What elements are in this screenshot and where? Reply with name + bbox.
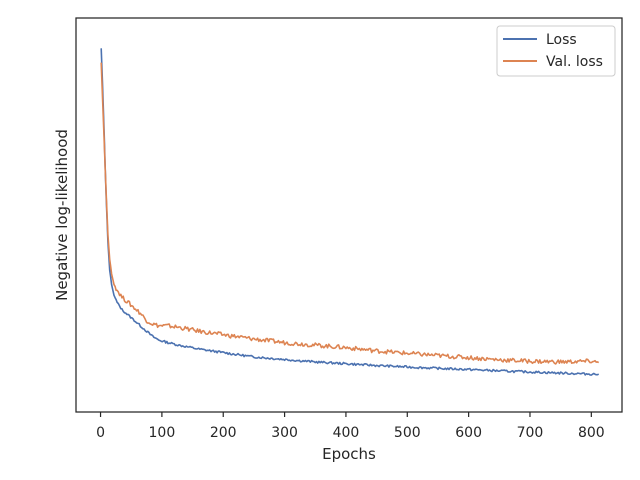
y-axis-title: Negative log-likelihood xyxy=(53,129,71,301)
series-line-loss xyxy=(100,48,600,376)
series-line-val-loss xyxy=(100,62,600,365)
x-tick-label: 100 xyxy=(149,425,176,441)
x-tick-label: 500 xyxy=(394,425,421,441)
x-tick-label: 600 xyxy=(455,425,482,441)
x-tick-label: 700 xyxy=(517,425,544,441)
x-tick-label: 300 xyxy=(271,425,298,441)
x-axis-title: Epochs xyxy=(322,445,376,463)
plot-area xyxy=(75,17,623,413)
legend: Loss Val. loss xyxy=(496,25,616,77)
legend-label-val-loss: Val. loss xyxy=(546,54,603,70)
x-tick-label: 800 xyxy=(578,425,605,441)
x-axis-ticks: 0 100 200 300 400 500 600 700 800 xyxy=(96,412,605,441)
legend-label-loss: Loss xyxy=(546,32,577,48)
x-tick-label: 0 xyxy=(96,425,105,441)
x-tick-label: 400 xyxy=(333,425,360,441)
x-tick-label: 200 xyxy=(210,425,237,441)
series-layer xyxy=(100,48,600,376)
